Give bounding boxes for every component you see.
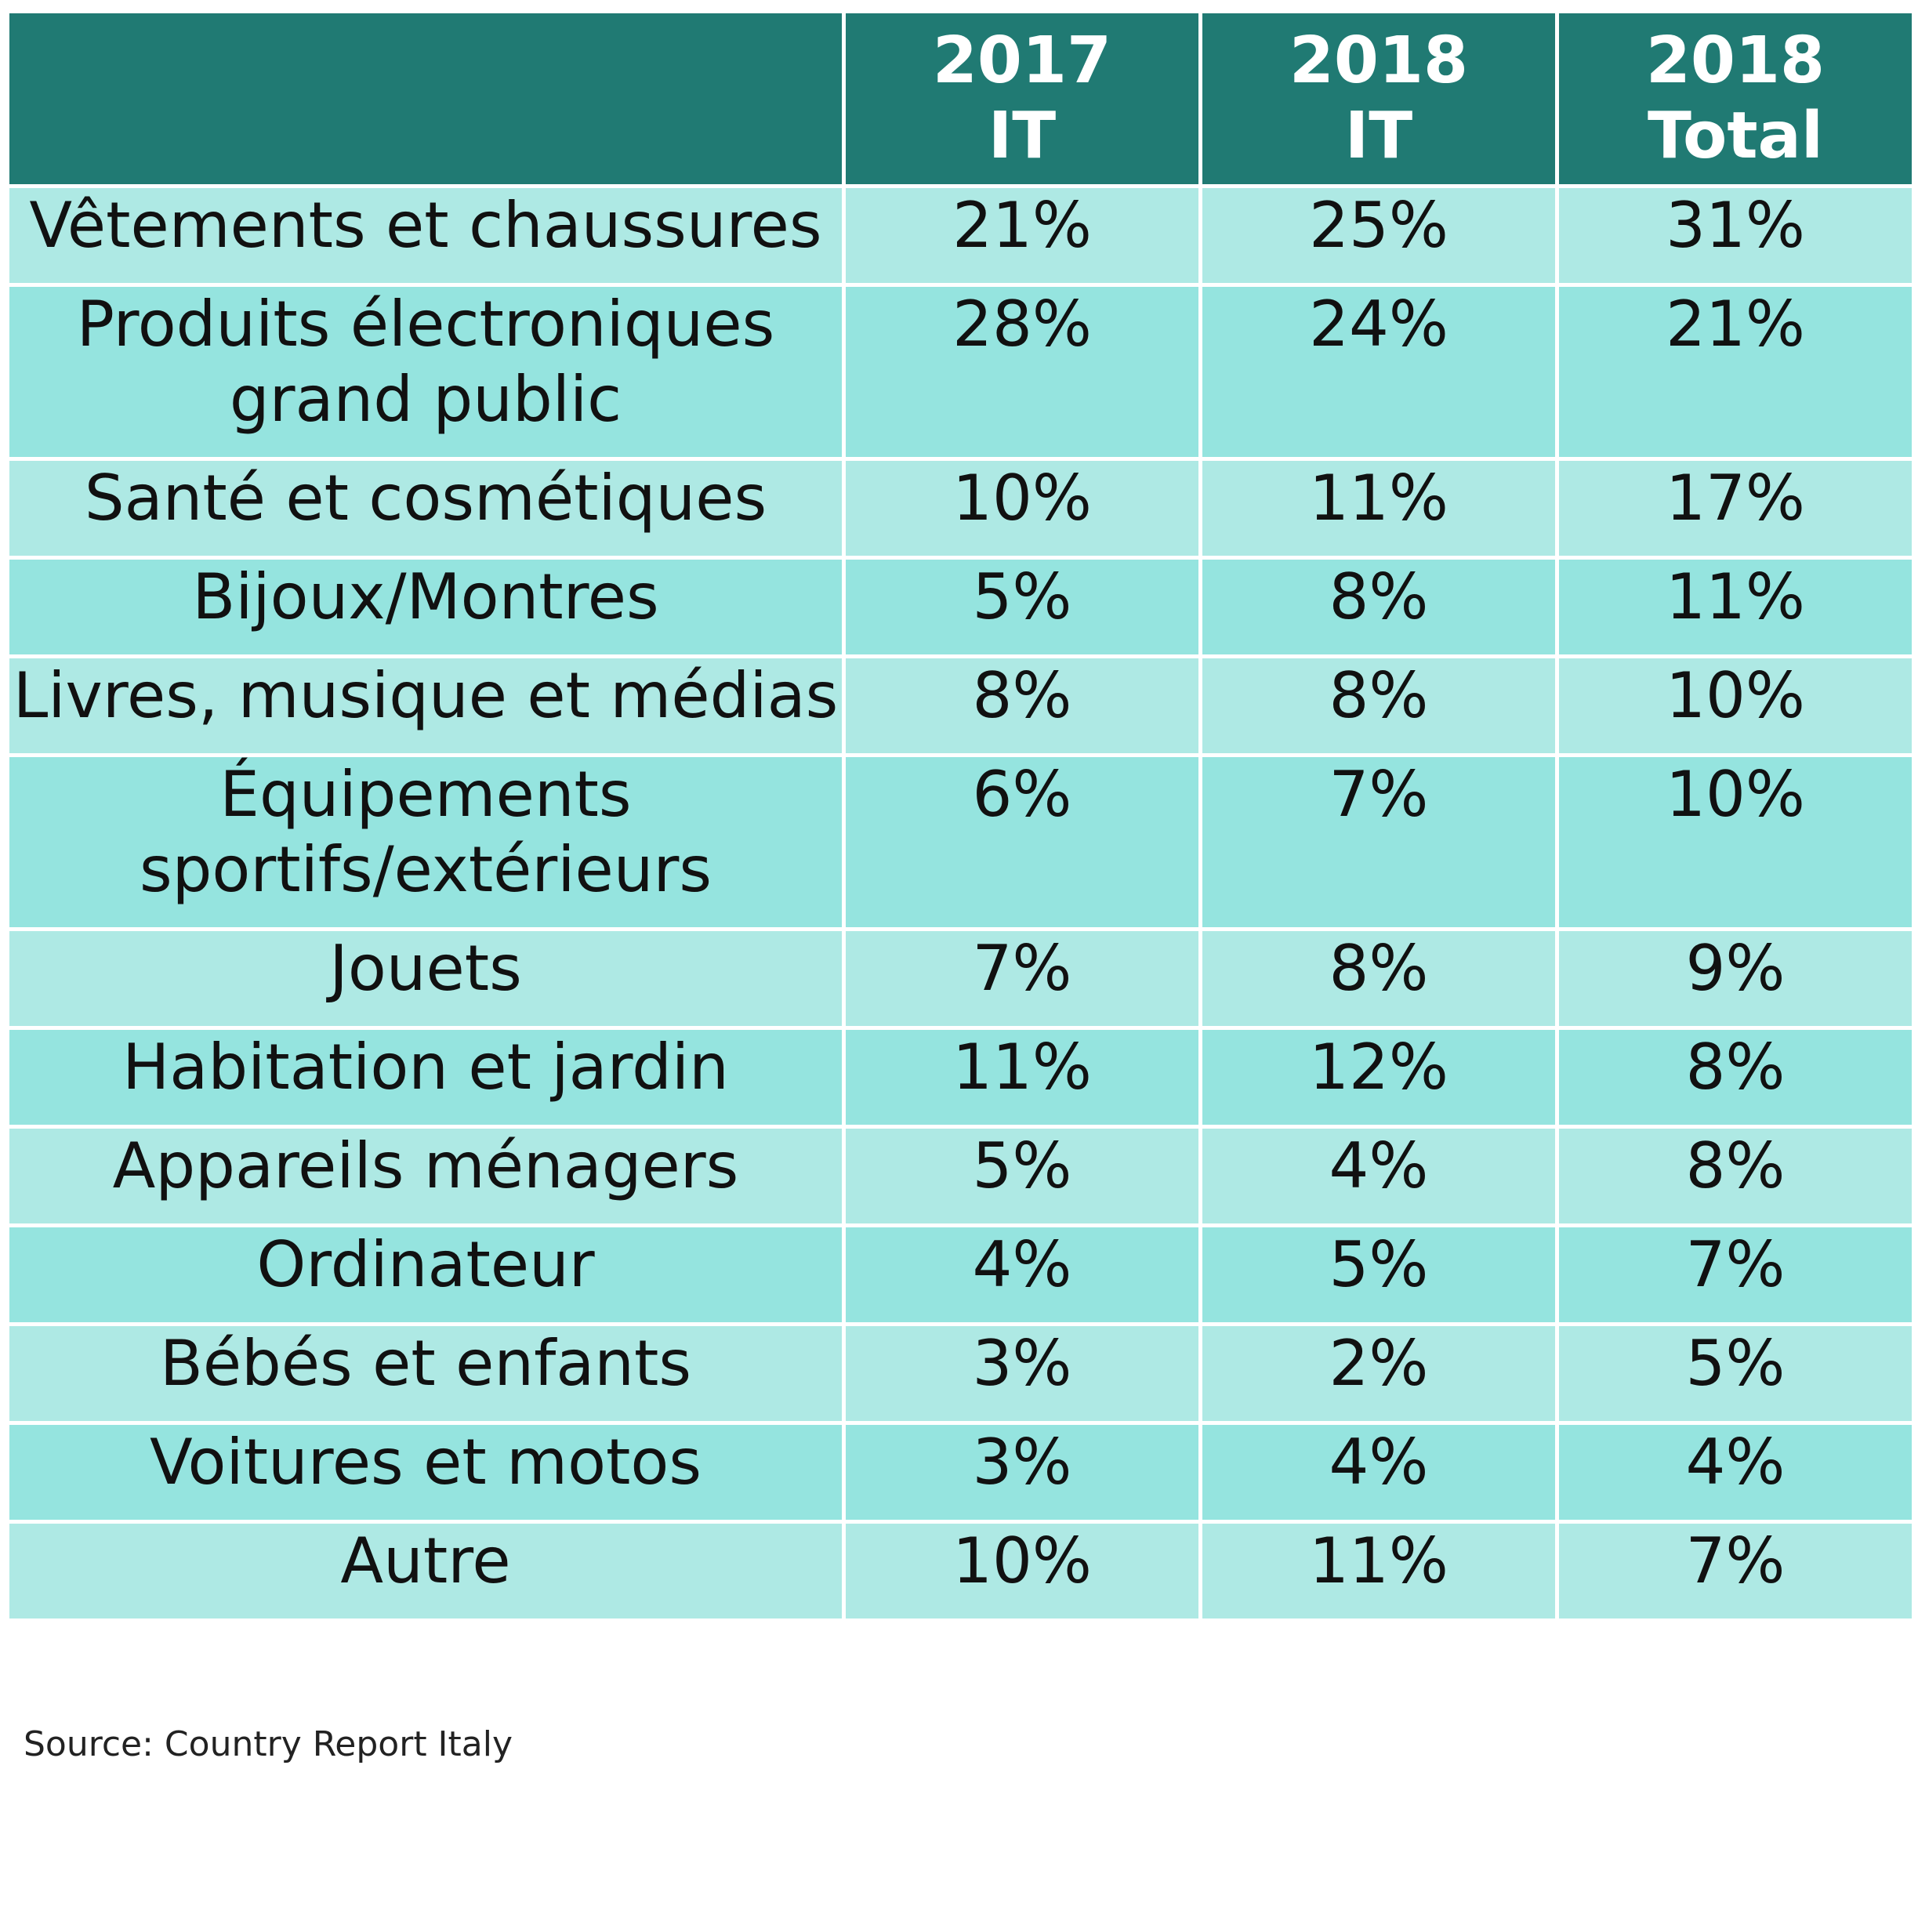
value-cell: 10% — [1555, 654, 1916, 757]
table-row: Vêtements et chaussures 21% 25% 31% — [5, 184, 1916, 287]
row-label: Habitation et jardin — [5, 1026, 846, 1129]
row-label: Autre — [5, 1520, 846, 1622]
row-label: Bébés et enfants — [5, 1322, 846, 1425]
value-cell: 3% — [842, 1421, 1202, 1524]
value-cell: 4% — [842, 1223, 1202, 1326]
table-row: Bijoux/Montres 5% 8% 11% — [5, 556, 1916, 658]
value-cell: 7% — [1555, 1223, 1916, 1326]
table-row: Ordinateur 4% 5% 7% — [5, 1223, 1916, 1326]
table-row: Appareils ménagers 5% 4% 8% — [5, 1125, 1916, 1227]
column-header-line2: IT — [988, 99, 1057, 173]
table-row: Bébés et enfants 3% 2% 5% — [5, 1322, 1916, 1425]
value-cell: 8% — [1555, 1026, 1916, 1129]
column-header: 2018 Total — [1555, 9, 1916, 188]
value-cell: 8% — [1198, 654, 1559, 757]
data-table: 2017 IT 2018 IT 2018 Total Vêtements et … — [5, 9, 1916, 1622]
value-cell: 21% — [1555, 283, 1916, 461]
value-cell: 8% — [1198, 927, 1559, 1030]
column-header: 2017 IT — [842, 9, 1202, 188]
column-header-line2: IT — [1344, 99, 1413, 173]
table-body: Vêtements et chaussures 21% 25% 31% Produits… — [5, 184, 1916, 1622]
value-cell: 12% — [1198, 1026, 1559, 1129]
value-cell: 5% — [842, 556, 1202, 658]
table-row: Équipements sportifs/extérieurs 6% 7% 10% — [5, 753, 1916, 931]
column-header-line1: 2018 — [1289, 24, 1469, 98]
row-label: Équipements sportifs/extérieurs — [5, 753, 846, 931]
value-cell: 8% — [1198, 556, 1559, 658]
row-label: Bijoux/Montres — [5, 556, 846, 658]
value-cell: 7% — [1198, 753, 1559, 931]
row-label: Appareils ménagers — [5, 1125, 846, 1227]
value-cell: 3% — [842, 1322, 1202, 1425]
value-cell: 11% — [1198, 457, 1559, 560]
table-row: Voitures et motos 3% 4% 4% — [5, 1421, 1916, 1524]
header-row: 2017 IT 2018 IT 2018 Total — [5, 9, 1916, 188]
column-header-line1: 2017 — [932, 24, 1112, 98]
value-cell: 5% — [1555, 1322, 1916, 1425]
value-cell: 2% — [1198, 1322, 1559, 1425]
value-cell: 17% — [1555, 457, 1916, 560]
value-cell: 6% — [842, 753, 1202, 931]
value-cell: 9% — [1555, 927, 1916, 1030]
table-row: Jouets 7% 8% 9% — [5, 927, 1916, 1030]
value-cell: 5% — [842, 1125, 1202, 1227]
table-row: Habitation et jardin 11% 12% 8% — [5, 1026, 1916, 1129]
value-cell: 8% — [842, 654, 1202, 757]
value-cell: 21% — [842, 184, 1202, 287]
row-label: Livres, musique et médias — [5, 654, 846, 757]
value-cell: 8% — [1555, 1125, 1916, 1227]
table-row: Produits électroniques grand public 28% 24… — [5, 283, 1916, 461]
row-label: Vêtements et chaussures — [5, 184, 846, 287]
table-row: Livres, musique et médias 8% 8% 10% — [5, 654, 1916, 757]
column-header-line1: 2018 — [1645, 24, 1826, 98]
table-row: Autre 10% 11% 7% — [5, 1520, 1916, 1622]
row-label: Produits électroniques grand public — [5, 283, 846, 461]
value-cell: 4% — [1198, 1421, 1559, 1524]
value-cell: 28% — [842, 283, 1202, 461]
value-cell: 10% — [1555, 753, 1916, 931]
value-cell: 4% — [1198, 1125, 1559, 1227]
row-label: Ordinateur — [5, 1223, 846, 1326]
column-header: 2018 IT — [1198, 9, 1559, 188]
row-label: Santé et cosmétiques — [5, 457, 846, 560]
value-cell: 11% — [1198, 1520, 1559, 1622]
column-header-line2: Total — [1647, 99, 1824, 173]
value-cell: 25% — [1198, 184, 1559, 287]
table-row: Santé et cosmétiques 10% 11% 17% — [5, 457, 1916, 560]
value-cell: 10% — [842, 1520, 1202, 1622]
row-label: Jouets — [5, 927, 846, 1030]
value-cell: 11% — [842, 1026, 1202, 1129]
value-cell: 7% — [1555, 1520, 1916, 1622]
source-note: Source: Country Report Italy — [24, 1724, 513, 1764]
value-cell: 11% — [1555, 556, 1916, 658]
value-cell: 7% — [842, 927, 1202, 1030]
header-empty-cell — [5, 9, 846, 188]
value-cell: 10% — [842, 457, 1202, 560]
row-label: Voitures et motos — [5, 1421, 846, 1524]
value-cell: 4% — [1555, 1421, 1916, 1524]
value-cell: 31% — [1555, 184, 1916, 287]
value-cell: 24% — [1198, 283, 1559, 461]
value-cell: 5% — [1198, 1223, 1559, 1326]
